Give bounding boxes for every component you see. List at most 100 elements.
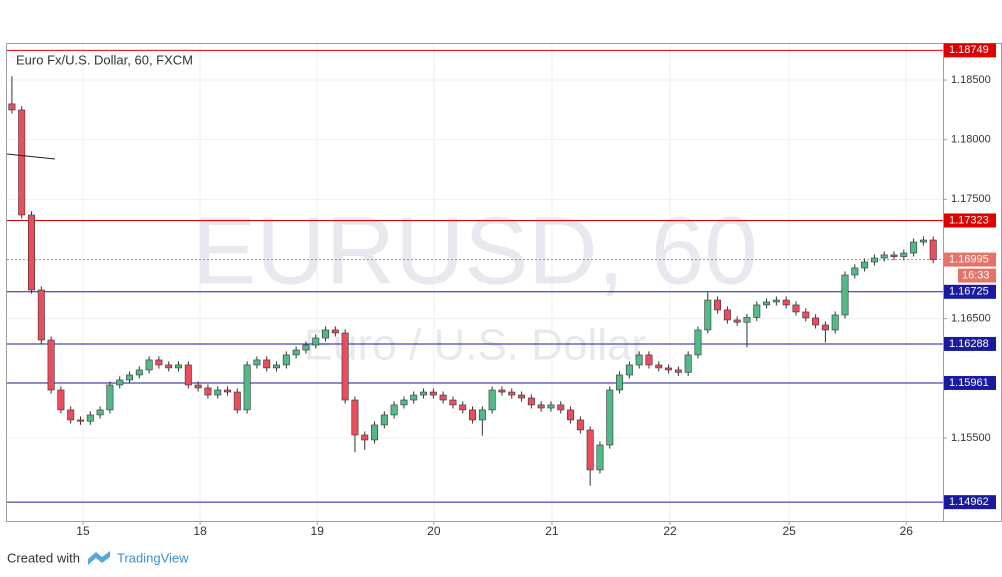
candle-body	[723, 309, 731, 321]
candle-body	[851, 267, 859, 276]
candle-body	[28, 214, 35, 291]
candle-body	[204, 387, 212, 396]
y-tick-label: 1.16500	[951, 313, 991, 325]
candle-body	[616, 374, 624, 391]
candle-body	[861, 261, 869, 269]
price-label-box	[944, 284, 996, 299]
candle-body	[184, 364, 192, 386]
candle-body	[47, 339, 55, 391]
candle-body	[214, 389, 222, 396]
candle-body	[224, 389, 232, 393]
price-label-box	[944, 375, 996, 390]
candle-body	[537, 404, 545, 409]
watermark-subtitle: Euro / U.S. Dollar	[304, 321, 646, 370]
candle-body	[371, 424, 379, 441]
candle-body	[57, 389, 65, 411]
candle-body	[831, 314, 839, 331]
candle-body	[733, 319, 741, 323]
chart-title: Euro Fx/U.S. Dollar, 60, FXCM	[16, 52, 193, 67]
x-tick-label: 20	[427, 524, 441, 538]
candle-body	[684, 354, 692, 373]
candle-body	[253, 359, 261, 366]
watermark: EURUSD, 60	[192, 197, 758, 304]
trend-line	[6, 153, 56, 160]
candle-body	[380, 414, 388, 426]
price-label: 1.16288	[949, 338, 989, 350]
candle-body	[96, 409, 104, 416]
candle-body	[400, 399, 408, 406]
y-tick-label: 1.18500	[951, 74, 991, 86]
candle-body	[459, 404, 467, 411]
candle-body	[361, 434, 369, 441]
axis: 15 18 19 20 21 22 25 26 1.18500 1.18000 1.17500 1.1…	[76, 43, 996, 538]
candle-body	[331, 329, 339, 334]
candle-body	[67, 409, 75, 421]
candle-body	[420, 391, 428, 396]
candle-body	[802, 311, 810, 319]
candle-body	[596, 444, 604, 471]
price-label-box	[944, 336, 996, 351]
candle-body	[870, 257, 878, 263]
candle-body	[919, 239, 927, 243]
candle-body	[890, 254, 898, 257]
candle-body	[312, 337, 320, 346]
candle-body	[772, 299, 780, 303]
candle-body	[557, 404, 565, 411]
candle-body	[929, 239, 937, 260]
candle-body	[508, 391, 516, 396]
candle-body	[469, 409, 477, 421]
candle-body	[106, 384, 114, 411]
footer-text: Created with	[7, 550, 80, 565]
candle-body	[763, 301, 771, 306]
candle-body	[116, 379, 124, 386]
price-label-box	[944, 252, 996, 267]
logo-icon	[88, 551, 110, 565]
candle-body	[175, 364, 183, 369]
candle-body	[77, 419, 84, 422]
candle-body	[665, 367, 673, 371]
x-tick-label: 15	[76, 524, 90, 538]
candle-body	[282, 354, 290, 366]
candle-body	[527, 397, 535, 406]
countdown: 16:33	[962, 269, 990, 281]
candle-body	[606, 389, 614, 446]
tradingview-logo	[88, 551, 110, 565]
candle-body	[841, 274, 849, 316]
candle-body	[625, 364, 633, 376]
candle-body	[155, 359, 163, 366]
candle-body	[635, 354, 643, 366]
price-label: 1.15961	[949, 377, 989, 389]
candle-body	[135, 369, 143, 376]
candle-body	[674, 369, 682, 373]
candle-body	[694, 329, 702, 356]
candle-body	[145, 359, 153, 371]
candle-body	[782, 299, 790, 306]
candle-body	[900, 252, 908, 257]
candle-body	[126, 374, 133, 381]
price-label-box	[944, 43, 996, 58]
x-tick-label: 22	[663, 524, 677, 538]
grid	[7, 44, 943, 521]
x-tick-label: 21	[545, 524, 559, 538]
price-label: 1.14962	[949, 496, 989, 508]
x-tick-label: 18	[193, 524, 207, 538]
levels	[7, 49, 943, 503]
candle-body	[439, 394, 447, 401]
candle-body	[498, 389, 506, 393]
candle-body	[655, 364, 663, 369]
x-tick-label: 19	[311, 524, 325, 538]
candle-body	[880, 254, 888, 259]
price-label: 1.18749	[949, 44, 989, 56]
candle-body	[322, 329, 330, 339]
candle-body	[645, 354, 653, 366]
candle-body	[704, 299, 712, 331]
footer-brand[interactable]: TradingView	[117, 550, 189, 565]
candle-body	[478, 409, 486, 421]
candle-body	[821, 324, 829, 331]
candle-body	[233, 391, 241, 411]
candle-body	[743, 317, 751, 323]
candle-body	[547, 404, 555, 409]
candle-body	[37, 289, 45, 341]
candle-body	[792, 304, 800, 313]
